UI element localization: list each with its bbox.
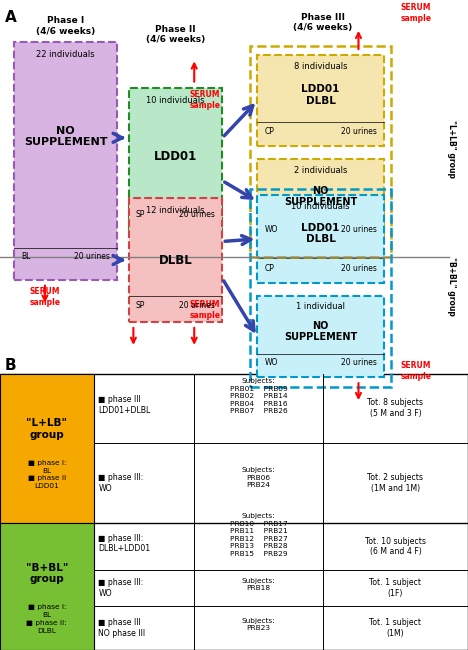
Text: Phase II
(4/6 weeks): Phase II (4/6 weeks) (146, 25, 205, 44)
FancyBboxPatch shape (257, 296, 384, 377)
Text: 20 urines: 20 urines (179, 210, 215, 219)
Text: Tot. 2 subjects
(1M and 1M): Tot. 2 subjects (1M and 1M) (367, 473, 424, 493)
Text: SERUM: SERUM (190, 300, 220, 309)
FancyBboxPatch shape (129, 88, 222, 231)
Text: CP: CP (264, 127, 274, 136)
Text: LDD01
DLBL: LDD01 DLBL (301, 223, 340, 244)
Text: 20 urines: 20 urines (341, 358, 377, 367)
FancyBboxPatch shape (257, 159, 384, 244)
Text: SP: SP (136, 210, 145, 219)
Text: sample: sample (190, 311, 220, 320)
Text: 12 individuals: 12 individuals (146, 206, 205, 215)
Text: 2 individuals: 2 individuals (294, 166, 347, 175)
Text: NO
SUPPLEMENT: NO SUPPLEMENT (284, 186, 357, 207)
Text: B: B (5, 358, 16, 372)
Text: SERUM
sample: SERUM sample (29, 287, 60, 307)
Text: 20 urines: 20 urines (341, 225, 377, 234)
Text: WO: WO (264, 225, 278, 234)
Text: sample: sample (190, 101, 220, 110)
Bar (0, 374, 94, 523)
Text: BL: BL (21, 252, 30, 261)
Text: ■ phase I:
BL
■ phase II
LDD01: ■ phase I: BL ■ phase II LDD01 (28, 460, 66, 489)
Text: 22 individuals: 22 individuals (36, 50, 95, 59)
Text: Phase III
(4/6 weeks): Phase III (4/6 weeks) (293, 13, 352, 32)
Text: Phase I
(4/6 weeks): Phase I (4/6 weeks) (36, 16, 95, 36)
Text: NO
SUPPLEMENT: NO SUPPLEMENT (284, 320, 357, 343)
Text: Tot. 10 subjects
(6 M and 4 F): Tot. 10 subjects (6 M and 4 F) (365, 537, 426, 556)
Text: Subjects:
PRB06
PRB24: Subjects: PRB06 PRB24 (242, 467, 275, 488)
Bar (0, 523, 94, 650)
Text: WO: WO (264, 358, 278, 367)
Text: SERUM: SERUM (190, 90, 220, 99)
Text: ■ phase I:
BL
■ phase II:
DLBL: ■ phase I: BL ■ phase II: DLBL (27, 604, 67, 634)
Text: LDD01: LDD01 (154, 150, 197, 163)
Text: NO
SUPPLEMENT: NO SUPPLEMENT (24, 126, 107, 148)
Text: ■ phase III
LDD01+DLBL: ■ phase III LDD01+DLBL (98, 395, 151, 415)
Text: SERUM: SERUM (400, 361, 431, 370)
Text: ■ phase III
NO phase III: ■ phase III NO phase III (98, 618, 146, 638)
Text: Subjects:
PRB23: Subjects: PRB23 (242, 618, 275, 631)
Text: LDD01
DLBL: LDD01 DLBL (301, 84, 340, 106)
Text: CP: CP (264, 264, 274, 273)
Text: DLBL: DLBL (159, 254, 192, 266)
Text: 8 individuals: 8 individuals (294, 62, 347, 71)
Text: ■ phase III:
DLBL+LDD01: ■ phase III: DLBL+LDD01 (98, 534, 151, 553)
FancyBboxPatch shape (257, 55, 384, 146)
Text: SERUM: SERUM (400, 3, 431, 12)
Text: sample: sample (400, 372, 431, 381)
Text: SP: SP (136, 301, 145, 310)
Text: "L+LB" group: "L+LB" group (447, 120, 456, 179)
Text: sample: sample (400, 14, 431, 23)
Text: "L+LB"
group: "L+LB" group (26, 418, 67, 440)
Text: "B+BL" group: "B+BL" group (447, 257, 456, 315)
Text: Subjects:
PRB18: Subjects: PRB18 (242, 578, 275, 592)
Text: Tot. 8 subjects
(5 M and 3 F): Tot. 8 subjects (5 M and 3 F) (367, 398, 424, 418)
Text: 20 urines: 20 urines (179, 301, 215, 310)
Text: 10 individuals: 10 individuals (146, 96, 205, 105)
Text: 10 individuals: 10 individuals (291, 202, 350, 211)
Text: 20 urines: 20 urines (74, 252, 110, 261)
Text: 20 urines: 20 urines (341, 127, 377, 136)
Text: ■ phase III:
WO: ■ phase III: WO (98, 578, 144, 597)
FancyBboxPatch shape (257, 195, 384, 283)
Text: Tot. 1 subject
(1F): Tot. 1 subject (1F) (369, 578, 422, 597)
Text: "B+BL"
group: "B+BL" group (26, 563, 68, 584)
Text: ■ phase III:
WO: ■ phase III: WO (98, 473, 144, 493)
FancyBboxPatch shape (14, 42, 117, 280)
Text: A: A (5, 10, 16, 25)
Text: Tot. 1 subject
(1M): Tot. 1 subject (1M) (369, 618, 422, 638)
Bar (0, 374, 468, 650)
Text: 1 individual: 1 individual (296, 302, 345, 311)
Text: Subjects:
PRB10    PRB17
PRB11    PRB21
PRB12    PRB27
PRB13    PRB28
PRB15    P: Subjects: PRB10 PRB17 PRB11 PRB21 PRB12 … (230, 514, 287, 557)
Text: 20 urines: 20 urines (341, 264, 377, 273)
Text: Subjects:
PRB01    PRB09
PRB02    PRB14
PRB04    PRB16
PRB07    PRB26: Subjects: PRB01 PRB09 PRB02 PRB14 PRB04 … (230, 378, 287, 415)
FancyBboxPatch shape (129, 198, 222, 322)
